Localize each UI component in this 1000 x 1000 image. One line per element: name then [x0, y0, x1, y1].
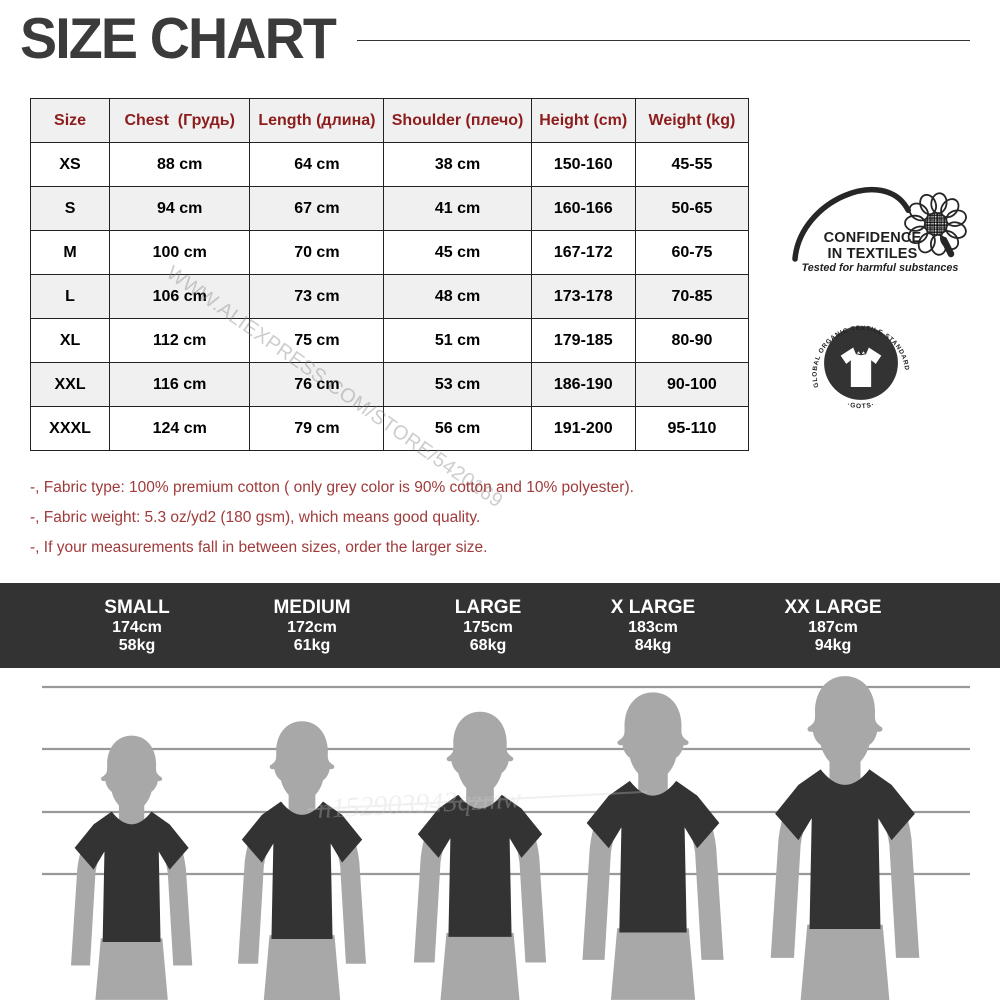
svg-text:·GOTS·: ·GOTS·: [846, 401, 875, 410]
